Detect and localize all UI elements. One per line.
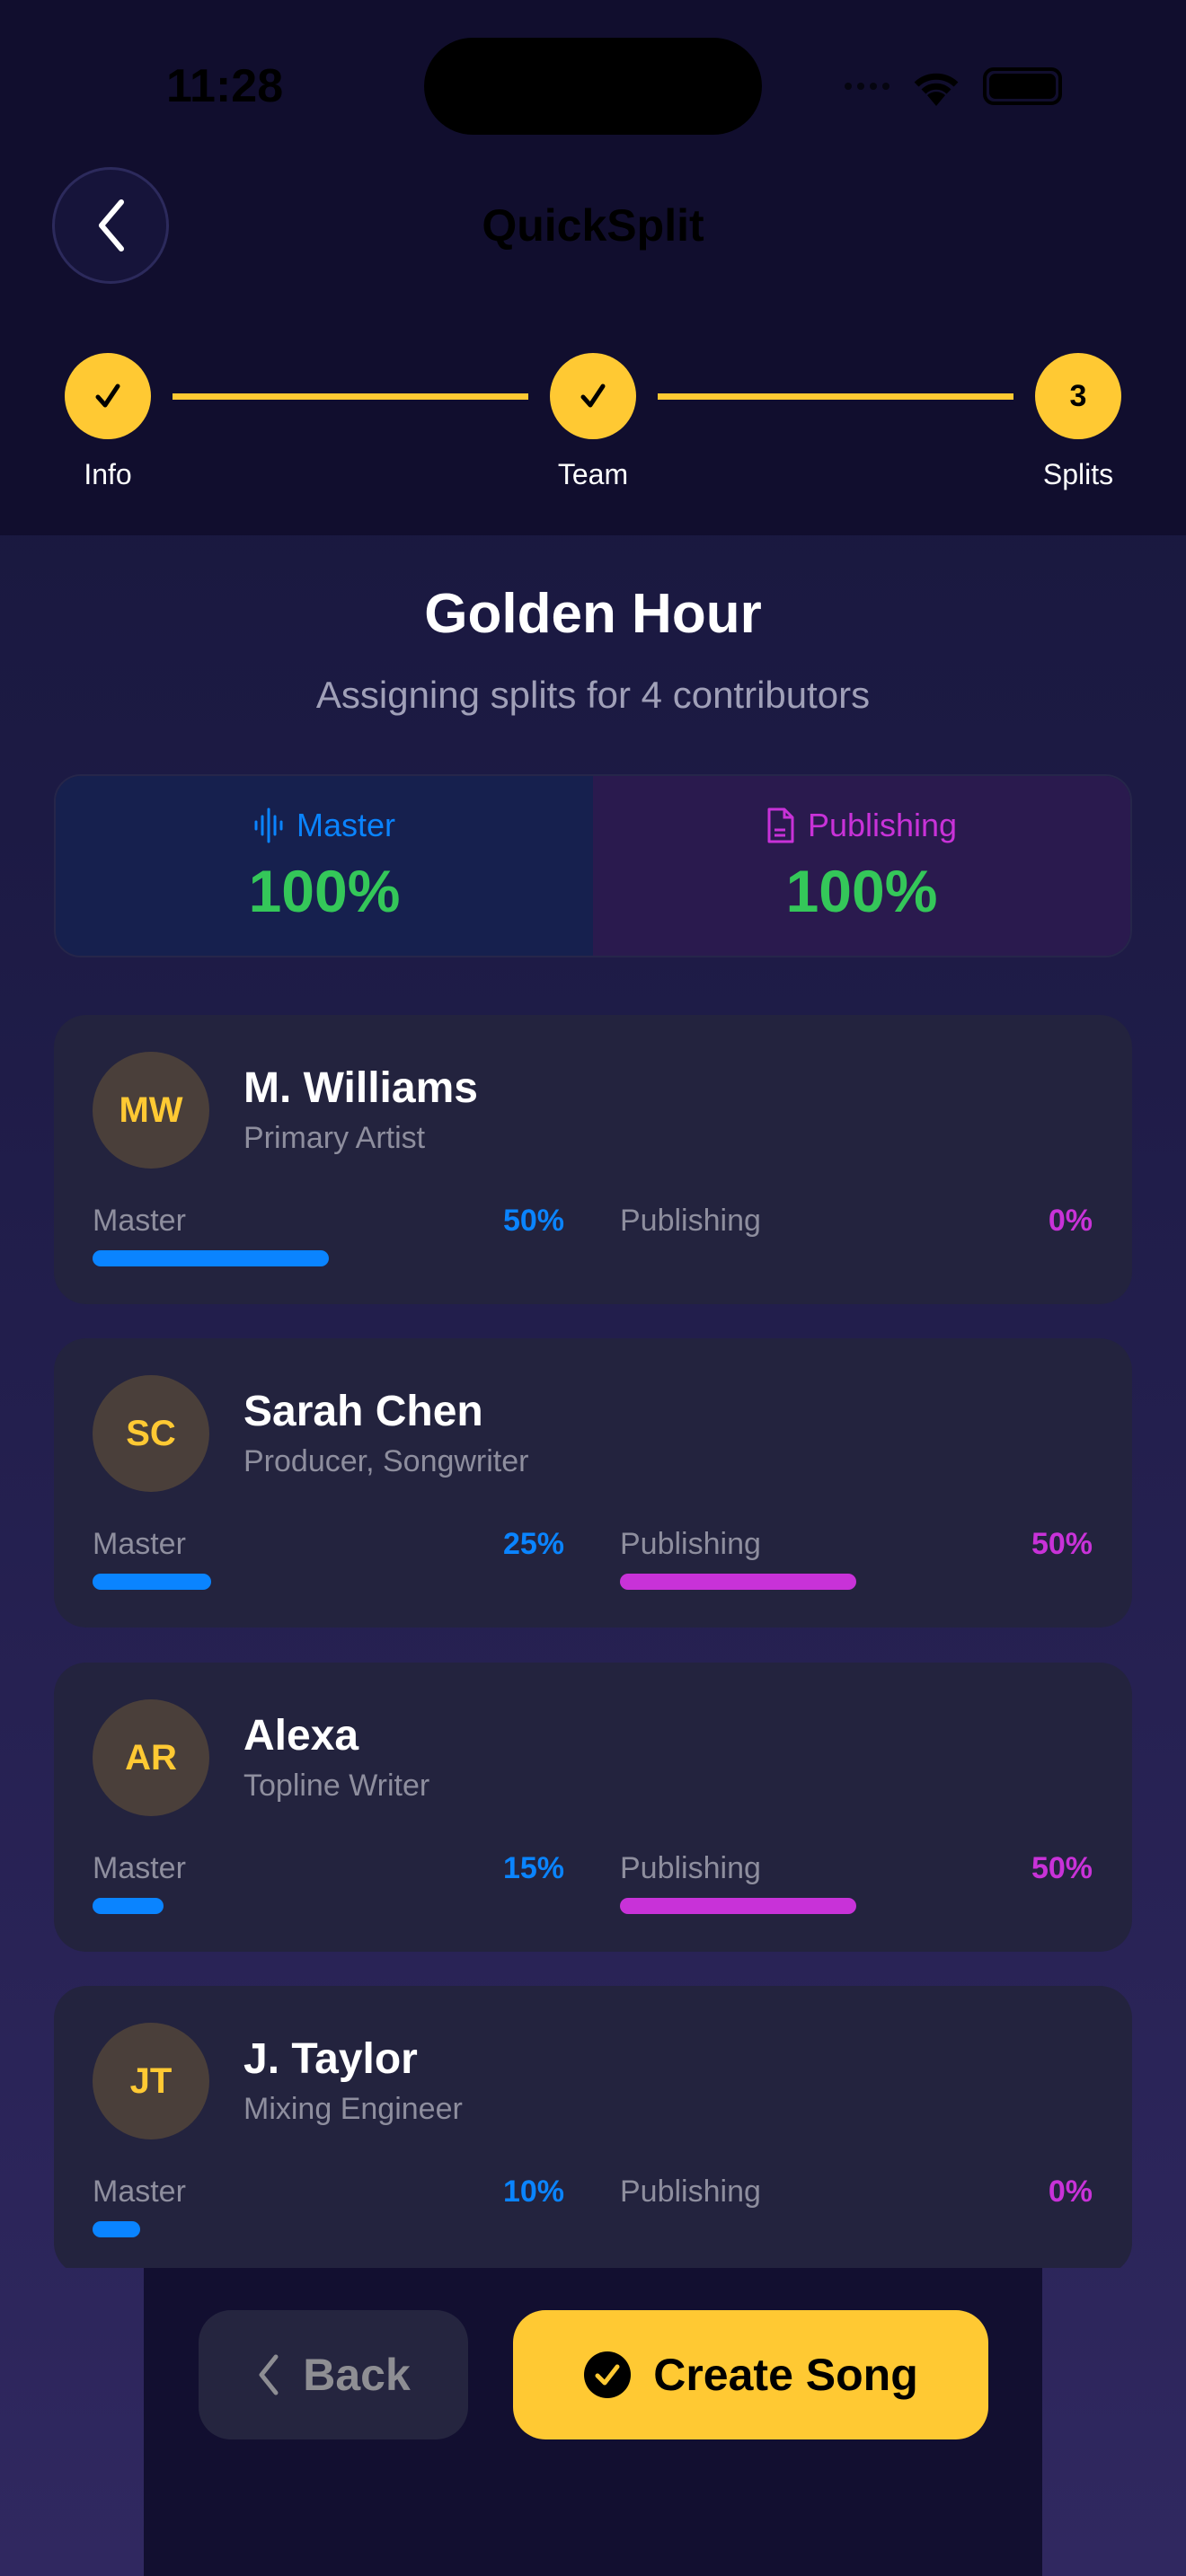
- master-percent: 50%: [502, 1204, 564, 1238]
- master-split-bar: [93, 1250, 329, 1266]
- dynamic-island: [424, 38, 762, 135]
- publishing-split-bar: [620, 1574, 856, 1590]
- publishing-percent: 0%: [1048, 1204, 1093, 1238]
- avatar: SC: [93, 1375, 209, 1492]
- wifi-icon: [914, 73, 959, 106]
- create-song-button[interactable]: Create Song: [513, 2310, 988, 2439]
- publishing-percent: 50%: [1031, 1851, 1093, 1885]
- app-title: QuickSplit: [482, 200, 704, 251]
- document-icon: [767, 807, 794, 843]
- master-label: Master: [93, 1204, 186, 1238]
- publishing-label: Publishing: [620, 1527, 761, 1561]
- contributor-name: Alexa: [243, 1712, 359, 1760]
- master-total-label: Master: [296, 807, 396, 843]
- status-icons: [845, 65, 1062, 108]
- header: 11:28 QuickSplit 3 Info Team Splits: [0, 0, 1186, 535]
- avatar: MW: [93, 1052, 209, 1169]
- master-label: Master: [93, 2175, 186, 2209]
- master-total: Master 100%: [56, 776, 593, 956]
- check-icon: [580, 384, 606, 408]
- waveform-icon: [254, 807, 283, 843]
- publishing-total: Publishing 100%: [593, 776, 1130, 956]
- contributor-card[interactable]: SC Sarah Chen Producer, Songwriter Maste…: [54, 1338, 1132, 1628]
- master-percent: 25%: [502, 1527, 564, 1561]
- chevron-left-icon: [99, 199, 124, 251]
- step-team: [550, 353, 636, 439]
- publishing-total-label: Publishing: [807, 807, 958, 843]
- totals-summary: Master 100% Publishing 100%: [54, 774, 1132, 957]
- back-button-label: Back: [303, 2350, 411, 2400]
- master-total-value: 100%: [248, 858, 401, 924]
- contributor-card[interactable]: JT J. Taylor Mixing Engineer Master 10% …: [54, 1986, 1132, 2268]
- back-button[interactable]: Back: [199, 2310, 468, 2439]
- publishing-percent: 0%: [1048, 2175, 1093, 2209]
- publishing-split-bar: [620, 1898, 856, 1914]
- chevron-left-icon: [259, 2354, 279, 2395]
- content-scroll[interactable]: Golden Hour Assigning splits for 4 contr…: [0, 535, 1186, 2268]
- check-icon: [95, 384, 120, 408]
- contributor-role: Mixing Engineer: [243, 2092, 463, 2126]
- step-splits: 3: [1035, 353, 1121, 439]
- nav-back-button[interactable]: [52, 167, 169, 284]
- create-song-label: Create Song: [653, 2350, 918, 2400]
- contributor-name: Sarah Chen: [243, 1388, 483, 1435]
- publishing-label: Publishing: [620, 2175, 761, 2209]
- contributor-card[interactable]: AR Alexa Topline Writer Master 15% Publi…: [54, 1663, 1132, 1952]
- contributor-role: Topline Writer: [243, 1769, 430, 1803]
- master-split-bar: [93, 1898, 164, 1914]
- step-connector: [173, 393, 528, 400]
- avatar: AR: [93, 1699, 209, 1816]
- master-split-bar: [93, 2221, 140, 2237]
- master-percent: 15%: [502, 1851, 564, 1885]
- master-label: Master: [93, 1527, 186, 1561]
- avatar: JT: [93, 2023, 209, 2139]
- checkmark-circle-icon: [584, 2351, 632, 2398]
- step-label: Info: [84, 458, 132, 490]
- master-percent: 10%: [502, 2175, 564, 2209]
- publishing-label: Publishing: [620, 1851, 761, 1885]
- signal-icon: [845, 83, 890, 90]
- publishing-label: Publishing: [620, 1204, 761, 1238]
- step-label: Team: [557, 458, 629, 490]
- song-subtitle: Assigning splits for 4 contributors: [315, 674, 871, 716]
- contributor-name: M. Williams: [243, 1064, 478, 1112]
- master-split-bar: [93, 1574, 211, 1590]
- step-info: [65, 353, 151, 439]
- step-connector: [658, 393, 1013, 400]
- contributor-role: Primary Artist: [243, 1121, 426, 1155]
- contributor-name: J. Taylor: [243, 2035, 418, 2083]
- contributor-card[interactable]: MW M. Williams Primary Artist Master 50%…: [54, 1015, 1132, 1304]
- contributor-role: Producer, Songwriter: [243, 1444, 529, 1478]
- publishing-percent: 50%: [1031, 1527, 1093, 1561]
- master-label: Master: [93, 1851, 186, 1885]
- publishing-total-value: 100%: [785, 858, 938, 924]
- battery-icon: [983, 67, 1062, 105]
- status-time: 11:28: [166, 60, 284, 112]
- song-title: Golden Hour: [424, 583, 762, 645]
- step-label: Splits: [1042, 458, 1114, 490]
